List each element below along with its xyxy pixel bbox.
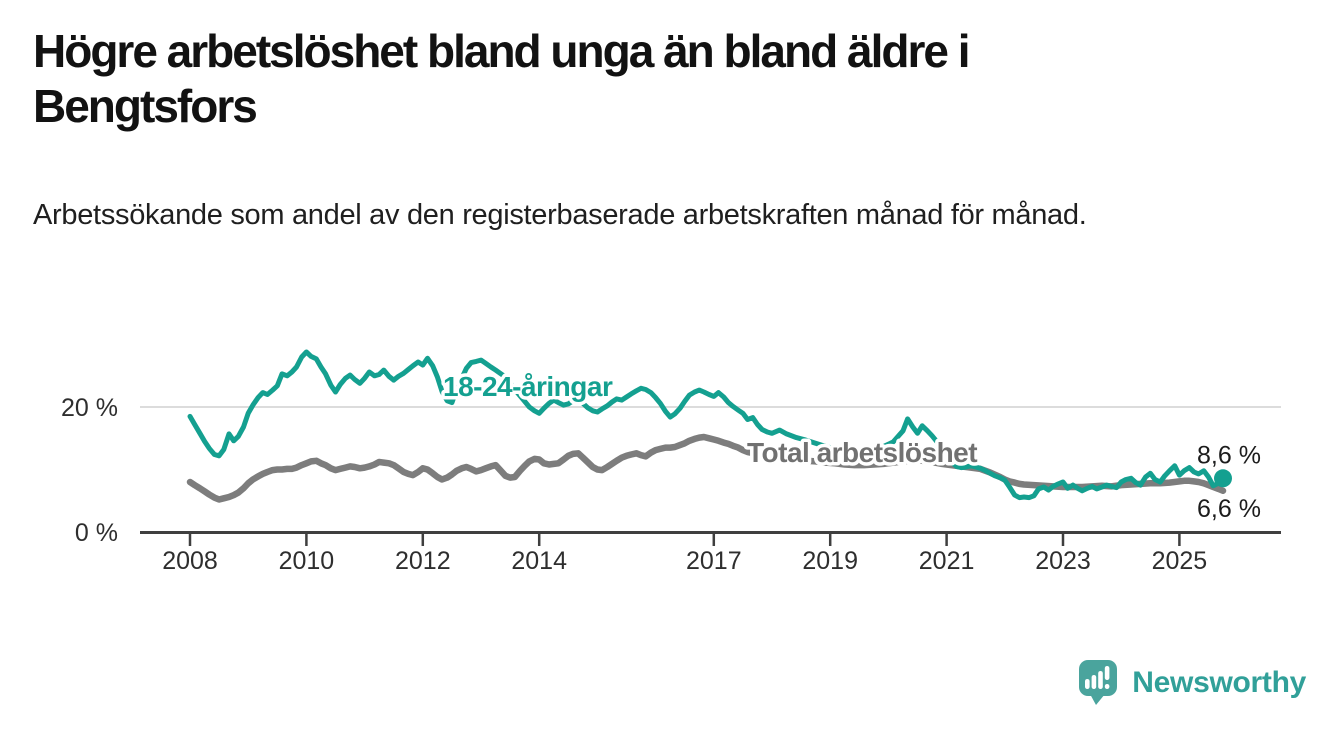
svg-text:2010: 2010 xyxy=(279,547,335,575)
svg-text:2012: 2012 xyxy=(395,547,451,575)
svg-text:20 %: 20 % xyxy=(61,394,118,422)
newsworthy-brand: Newsworthy xyxy=(1078,659,1306,706)
newsworthy-logo-icon xyxy=(1079,660,1118,705)
chart-subtitle: Arbetssökande som andel av den registerb… xyxy=(33,199,1087,231)
x-axis-tick-labels: 2008 2010 2012 2014 2017 2019 2021 2023 2025 xyxy=(162,547,1207,575)
series-line-youth xyxy=(187,349,1226,501)
end-value-label-youth: 8,6 % xyxy=(1197,441,1261,469)
brand-name: Newsworthy xyxy=(1132,665,1306,699)
series-end-dot-youth xyxy=(1214,469,1232,488)
svg-text:2017: 2017 xyxy=(686,547,742,575)
svg-text:0 %: 0 % xyxy=(75,519,118,547)
svg-text:2014: 2014 xyxy=(511,547,567,575)
svg-text:2025: 2025 xyxy=(1152,547,1208,575)
series-label-total: Total arbetslöshet xyxy=(747,437,977,468)
end-value-label-total: 6,6 % xyxy=(1197,495,1261,523)
y-axis-tick-labels: 20 % 0 % xyxy=(61,394,118,547)
svg-text:2008: 2008 xyxy=(162,547,218,575)
svg-text:2019: 2019 xyxy=(802,547,858,575)
series-label-youth: 18-24-åringar xyxy=(443,371,613,402)
svg-text:2023: 2023 xyxy=(1035,547,1091,575)
x-axis-ticks xyxy=(188,533,1181,546)
page-title: Högre arbetslöshet bland unga än bland ä… xyxy=(33,25,971,133)
svg-text:2021: 2021 xyxy=(919,547,975,575)
